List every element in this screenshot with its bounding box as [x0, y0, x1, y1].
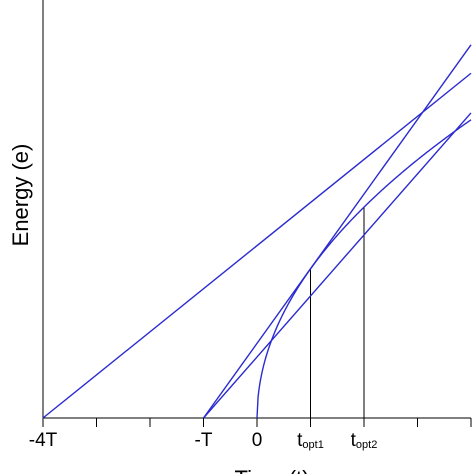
x-tick-label: -T — [195, 430, 213, 451]
x-tick-label: topt1 — [297, 430, 324, 451]
x-tick-label: topt2 — [351, 430, 378, 451]
tangent-line — [42, 72, 472, 419]
y-axis-title: Energy (e) — [8, 144, 33, 247]
x-tick-label: 0 — [252, 430, 263, 451]
tangent-line — [202, 112, 472, 419]
x-axis-title: Time (t) — [235, 466, 310, 474]
energy-curve — [256, 119, 472, 419]
x-tick-label: -4T — [29, 430, 58, 451]
tangent-line — [202, 44, 472, 419]
